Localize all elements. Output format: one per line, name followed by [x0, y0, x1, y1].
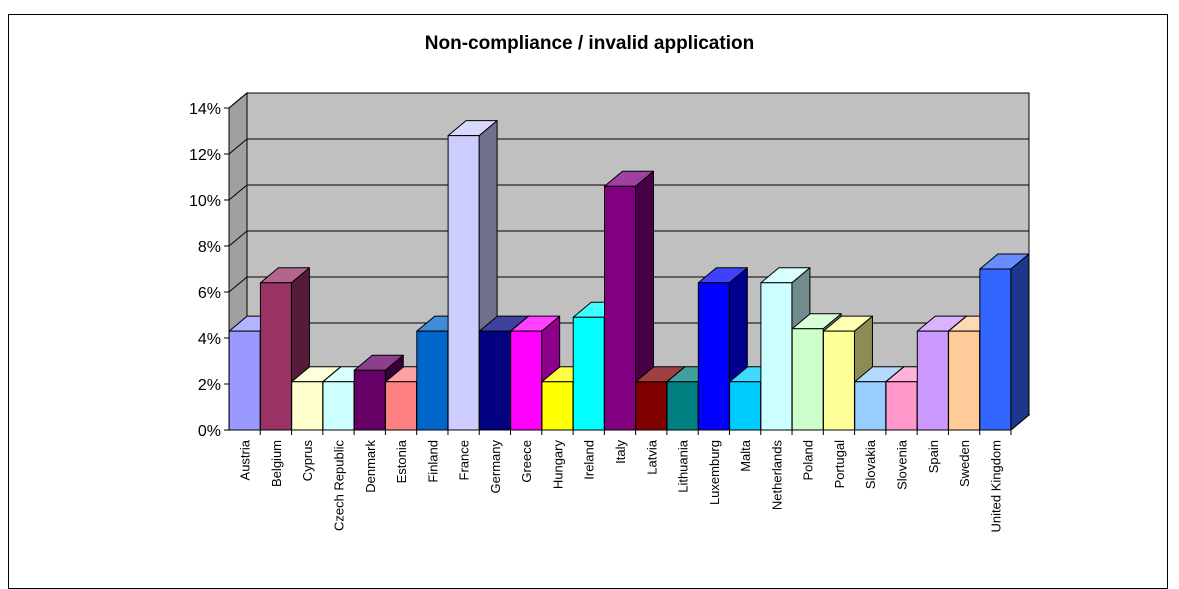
bar-face	[416, 330, 449, 431]
bar-face	[447, 135, 480, 431]
x-tick-label: Slovenia	[895, 439, 910, 490]
x-tick-label: Portugal	[832, 440, 847, 489]
bar-face	[322, 381, 355, 431]
bar-face	[291, 381, 324, 431]
y-tick-label: 6%	[198, 285, 221, 302]
x-tick-label: Malta	[738, 439, 753, 472]
x-tick-label: Estonia	[394, 439, 409, 483]
x-tick-label: Italy	[613, 440, 628, 464]
bar-face	[854, 381, 887, 431]
bar-face	[228, 330, 261, 431]
bar-face	[604, 185, 636, 431]
x-tick-label: Cyprus	[300, 440, 315, 482]
gridline	[228, 138, 1029, 155]
x-tick-label: Spain	[926, 440, 941, 473]
x-tick-label: Lithuania	[676, 439, 691, 493]
x-tick-label: Czech Republic	[331, 440, 346, 532]
x-tick-label: Greece	[519, 440, 534, 483]
y-tick-label: 0%	[198, 423, 221, 440]
y-tick-label: 14%	[189, 101, 221, 118]
y-tick-label: 8%	[198, 239, 221, 256]
bar-chart: 0% 2% 4% 6% 8% 10% 12% 14% Austria Belgium Cyprus C…	[189, 91, 1031, 533]
bar-face	[948, 330, 981, 431]
x-tick-label: United Kingdom	[988, 440, 1003, 533]
y-tick-label: 10%	[189, 193, 221, 210]
bar-face	[478, 330, 511, 431]
x-tick-label: Poland	[801, 440, 816, 480]
bar-face	[385, 381, 418, 431]
x-tick-label: Belgium	[269, 440, 284, 487]
x-tick-label: Latvia	[644, 439, 659, 474]
bar-face	[822, 330, 855, 431]
bar-face	[729, 381, 762, 431]
bar-face	[979, 268, 1012, 431]
bar-face	[666, 381, 699, 431]
x-tick-label: Netherlands	[769, 440, 784, 511]
x-tick-label: Denmark	[363, 440, 378, 493]
x-tick-label: Ireland	[582, 440, 597, 480]
x-tick-label: Germany	[488, 440, 503, 494]
bar-face	[541, 381, 574, 431]
bar-face	[697, 282, 730, 431]
x-tick-label: Austria	[238, 439, 253, 480]
bar-face	[760, 282, 793, 431]
bar-face	[635, 381, 668, 431]
x-tick-label: Finland	[425, 440, 440, 483]
gridline	[228, 184, 1029, 201]
y-tick-label: 2%	[198, 377, 221, 394]
x-tick-label: Sweden	[957, 440, 972, 487]
bar-face	[259, 282, 292, 431]
y-tick-label: 4%	[198, 331, 221, 348]
x-tick-label: Hungary	[550, 440, 565, 490]
bar-face	[353, 369, 386, 431]
x-tick-label: Slovakia	[863, 439, 878, 489]
gridline	[228, 92, 1029, 109]
x-tick-label: Luxemburg	[707, 440, 722, 505]
y-tick-label: 12%	[189, 147, 221, 164]
bar-face	[885, 381, 918, 431]
bar-face	[916, 330, 949, 431]
bar	[979, 253, 1030, 431]
bar-face	[510, 330, 543, 431]
chart-title: Non-compliance / invalid application	[424, 33, 755, 54]
bar-face	[1010, 253, 1030, 431]
gridline	[228, 230, 1029, 247]
bar-face	[572, 316, 605, 431]
x-tick-label: France	[457, 440, 472, 480]
bar-face	[791, 328, 824, 431]
